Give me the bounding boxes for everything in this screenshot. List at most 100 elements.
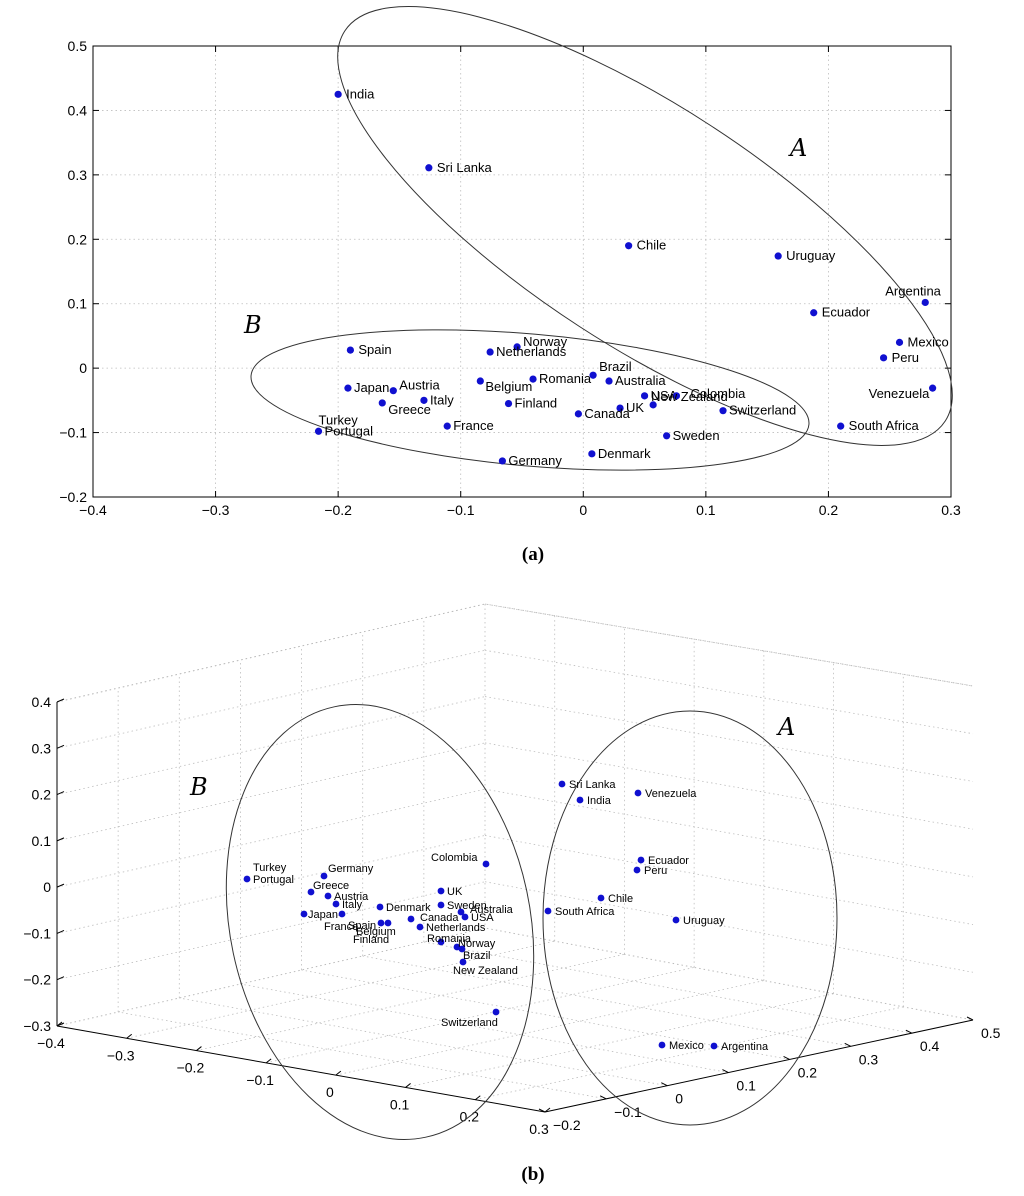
point-label-romania: Romania [539, 371, 592, 386]
point-label-peru: Peru [892, 350, 919, 365]
point3d-mexico [658, 1041, 666, 1049]
point3d-label-colombia: Colombia [431, 852, 478, 864]
y-tick-label: 0.3 [68, 167, 88, 183]
z-tick-mark [56, 976, 65, 981]
point3d-label-usa: USA [471, 912, 494, 924]
x-tick-mark-3d [474, 1095, 481, 1101]
floor-grid-y [179, 997, 668, 1087]
y-tick-mark-3d [722, 1069, 729, 1074]
point3d-ecuador [637, 856, 645, 864]
point-label-finland: Finland [515, 396, 558, 411]
floor-back-edges [56, 927, 974, 1027]
point3d-chile [597, 894, 605, 902]
wall-grid-left [56, 881, 486, 981]
point3d-label-france: France [324, 921, 358, 933]
point-chile [625, 242, 633, 250]
z-tick-label: 0 [43, 879, 51, 895]
point3d-label-canada: Canada [420, 912, 459, 924]
point3d-austria [324, 892, 332, 900]
point3d-uk [437, 887, 445, 895]
y-tick-label: −0.1 [59, 425, 87, 441]
point-greece [378, 399, 386, 407]
x-tick-mark-3d [126, 1033, 133, 1039]
y-tick-label-3d: 0.2 [798, 1064, 818, 1080]
point-label-portugal: Portugal [325, 423, 374, 438]
point-label-netherlands: Netherlands [496, 344, 567, 359]
floor-grid-y [362, 955, 851, 1047]
point3d-label-australia: Australia [470, 904, 514, 916]
z-tick-label: −0.2 [23, 972, 51, 988]
point-india [334, 90, 342, 98]
y-tick-label: 0.5 [68, 38, 88, 54]
panel-a-caption: (a) [522, 544, 544, 565]
point3d-label-spain: Spain [348, 920, 376, 932]
point-label-usa: USA [651, 388, 678, 403]
x-tick-mark-3d [405, 1083, 411, 1088]
panel-b-caption: (b) [521, 1164, 544, 1185]
panel-a-scatter: −0.4 −0.3 −0.2 −0.1 0 0.1 0.2 0.3 −0.2 −0.1 0 0.1 0.… [59, 6, 961, 565]
point3d-turkey [243, 875, 251, 883]
point-argentina [921, 298, 929, 307]
point3d-label-argentina: Argentina [721, 1041, 769, 1053]
point3d-label-netherlands: Netherlands [426, 922, 486, 934]
x-tick-label-3d: 0.3 [529, 1121, 549, 1137]
point3d-label-austria: Austria [334, 891, 369, 903]
y-tick-label: 0.2 [68, 231, 88, 247]
point3d-south-africa [544, 907, 552, 915]
wall-grid-left [56, 603, 486, 703]
x-tick-label: 0.1 [696, 502, 716, 518]
point-label-japan: Japan [354, 380, 389, 395]
point-romania [529, 375, 537, 383]
y-tick-label: −0.2 [59, 489, 87, 505]
point3d-peru [633, 866, 641, 874]
point3d-label-new-zealand: New Zealand [453, 965, 518, 977]
point3d-label-sweden: Sweden [447, 900, 487, 912]
z-tick-mark [56, 837, 65, 842]
point-label-austria: Austria [399, 378, 440, 393]
wall-grid-right [484, 696, 974, 782]
x-tick-label-3d: −0.2 [177, 1060, 205, 1076]
y-tick-label-3d: −0.1 [614, 1104, 642, 1120]
point-label-uruguay: Uruguay [786, 248, 836, 263]
x-axis-line [56, 1025, 546, 1113]
point-label-chile: Chile [637, 238, 667, 253]
point-label-mexico: Mexico [908, 334, 949, 349]
point3d-brazil [458, 945, 466, 953]
group-label-a-lower: A [776, 713, 795, 741]
point3d-label-germany: Germany [328, 863, 374, 875]
point-germany [498, 457, 506, 465]
point3d-new-zealand [459, 958, 467, 966]
point-label-sweden: Sweden [673, 428, 720, 443]
point3d-australia [457, 908, 465, 916]
y-tick-mark-3d [599, 1095, 607, 1100]
panel-a-axes-box [92, 45, 952, 498]
x-tick-label: 0.2 [819, 502, 839, 518]
point3d-label-italy: Italy [342, 899, 363, 911]
point3d-greece [307, 888, 315, 896]
wall-grid-right [484, 603, 974, 687]
point-label-greece: Greece [388, 402, 431, 417]
point3d-netherlands [416, 923, 424, 931]
point3d-label-belgium: Belgium [356, 926, 396, 938]
y-tick-mark-3d [783, 1055, 790, 1060]
point-australia [605, 377, 613, 385]
floor-grid-x [126, 940, 555, 1039]
x-tick-mark-3d [265, 1058, 272, 1064]
wall-grid-right [484, 788, 974, 878]
point3d-colombia [482, 860, 490, 868]
floor-grid-y [423, 941, 912, 1034]
y-tick-label-3d: 0.1 [736, 1078, 756, 1094]
floor-grid-y [118, 1011, 607, 1100]
x-tick-label-3d: −0.1 [246, 1072, 274, 1088]
panel-b-scatter3d: −0.3−0.2−0.100.10.20.30.4−0.4−0.3−0.2−0.… [23, 603, 1001, 1185]
wall-grid-left [56, 742, 486, 842]
y-axis-line [544, 1019, 974, 1113]
cluster-a-ellipse [337, 6, 953, 446]
y-tick-label: 0.4 [68, 102, 88, 118]
point-label-germany: Germany [508, 453, 562, 468]
x-tick-mark-3d [56, 1021, 63, 1027]
x-tick-label: −0.4 [79, 502, 107, 518]
point3d-label-india: India [587, 795, 612, 807]
x-tick-mark-3d [335, 1070, 342, 1076]
z-tick-label: 0.1 [32, 833, 52, 849]
